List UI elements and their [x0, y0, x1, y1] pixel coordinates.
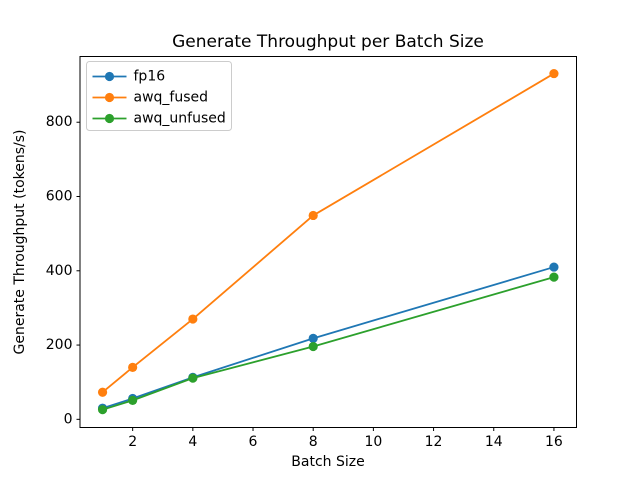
data-point-marker-awq_unfused	[188, 373, 198, 383]
data-point-marker-fp16	[308, 333, 318, 343]
x-tick-label: 8	[309, 434, 318, 450]
data-point-marker-awq_unfused	[549, 272, 559, 282]
data-point-marker-awq_fused	[128, 362, 138, 372]
legend-entry-label: fp16	[134, 69, 166, 85]
x-tick-label: 4	[188, 434, 197, 450]
legend-sample-marker	[104, 92, 115, 103]
y-tick-label: 0	[64, 411, 73, 427]
data-point-marker-awq_fused	[97, 387, 108, 397]
series-line-awq_unfused	[102, 276, 555, 411]
x-tick-label: 2	[128, 434, 137, 450]
legend-box	[86, 61, 232, 131]
y-tick-label: 200	[46, 337, 73, 353]
legend-entry-label: awq_unfused	[134, 111, 226, 127]
x-tick-label: 10	[364, 434, 382, 450]
data-point-marker-awq_fused	[549, 68, 559, 79]
data-point-marker-awq_fused	[188, 314, 198, 324]
x-axis-label: Batch Size	[291, 454, 364, 470]
x-tick-label: 12	[425, 434, 443, 450]
legend-sample-marker	[104, 71, 115, 82]
y-tick-label: 400	[46, 263, 73, 279]
x-tick-label: 6	[249, 434, 258, 450]
x-tick-label: 14	[485, 434, 503, 450]
y-tick-label: 800	[46, 114, 73, 130]
data-point-marker-awq_fused	[308, 210, 318, 221]
data-point-marker-awq_unfused	[97, 405, 108, 415]
legend-entry-label: awq_fused	[134, 90, 209, 106]
data-point-marker-fp16	[549, 262, 559, 272]
y-tick-label: 600	[46, 189, 73, 205]
x-tick-label: 16	[545, 434, 563, 450]
plot-area: 0 200 400 600 800 2 4 6 8 10 12 14 16 fp16 awq_fusedaw…	[46, 56, 577, 450]
data-point-marker-awq_unfused	[308, 341, 318, 352]
data-point-marker-awq_unfused	[128, 395, 138, 405]
chart-title: Generate Throughput per Batch Size	[172, 32, 484, 52]
y-axis-label: Generate Throughput (tokens/s)	[12, 130, 28, 355]
legend-sample-marker	[104, 113, 115, 124]
axes-frame	[79, 56, 577, 428]
